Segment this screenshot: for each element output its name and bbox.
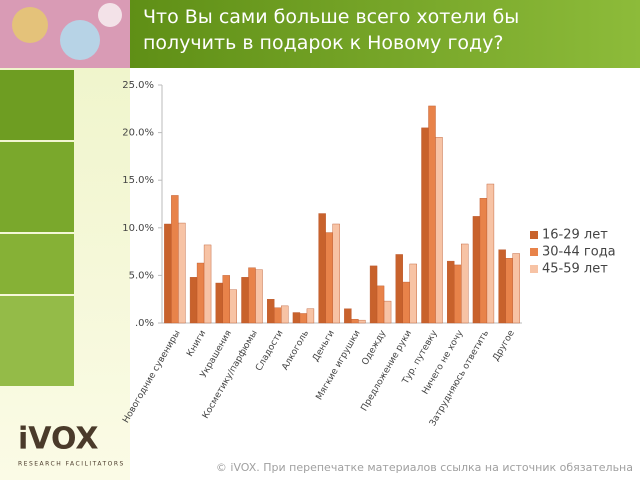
bar [274,307,282,324]
bar [344,308,352,324]
legend-swatch [530,231,538,239]
bar [351,318,359,324]
bar [369,265,378,324]
chart-title: Что Вы сами больше всего хотели бы получ… [143,6,520,54]
bar [402,281,410,324]
side-block [0,234,74,294]
side-block [0,142,74,232]
bar [203,244,212,324]
bar [447,260,455,324]
legend-label: 16-29 лет [542,228,608,243]
side-block [0,296,74,386]
logo-tagline: RESEARCH FACILITATORS [18,461,125,468]
bar [454,264,462,324]
bar [435,137,443,324]
bar [196,262,205,324]
bar [428,105,436,324]
content-bg [130,68,640,480]
y-tick-label: 15.0% [122,175,154,186]
y-tick-label: 20.0% [122,128,154,139]
y-tick-label: 25.0% [122,80,154,91]
bar [178,222,186,324]
bar [332,223,340,324]
bar [215,282,223,324]
bar [299,313,308,324]
bar [472,216,481,324]
bar [421,127,429,324]
bar [486,183,495,324]
legend-swatch [530,248,538,256]
bar [306,308,315,324]
bar [376,285,385,324]
bar [461,243,469,324]
logo: iVOX [18,422,99,457]
bar [318,213,326,324]
y-tick-label: 5.0% [129,270,154,281]
bar [505,258,513,324]
bar [479,198,488,324]
decor [98,3,122,27]
bar [255,269,263,324]
bar [241,277,249,324]
bar [171,195,179,324]
decor [12,7,48,43]
bar [189,277,198,324]
bar [229,289,237,324]
bar [409,263,417,324]
bar [164,223,172,324]
bar [292,312,301,324]
footer: © iVOX. При перепечатке материалов ссылк… [216,461,633,474]
bar [267,299,275,324]
decor [60,20,100,60]
legend-label: 30-44 года [542,245,616,260]
bar [222,275,230,324]
legend-label: 45-59 лет [542,262,608,277]
bar [281,305,289,324]
y-tick-label: 10.0% [122,223,154,234]
bar [325,232,333,324]
header-band [130,0,640,68]
bar [358,319,366,324]
side-block [0,70,74,140]
bar [248,267,256,324]
bar [512,253,520,324]
bar [498,249,506,324]
y-tick-label: .0% [135,318,154,329]
bar [395,254,403,324]
bar [383,300,392,324]
legend-swatch [530,265,538,273]
